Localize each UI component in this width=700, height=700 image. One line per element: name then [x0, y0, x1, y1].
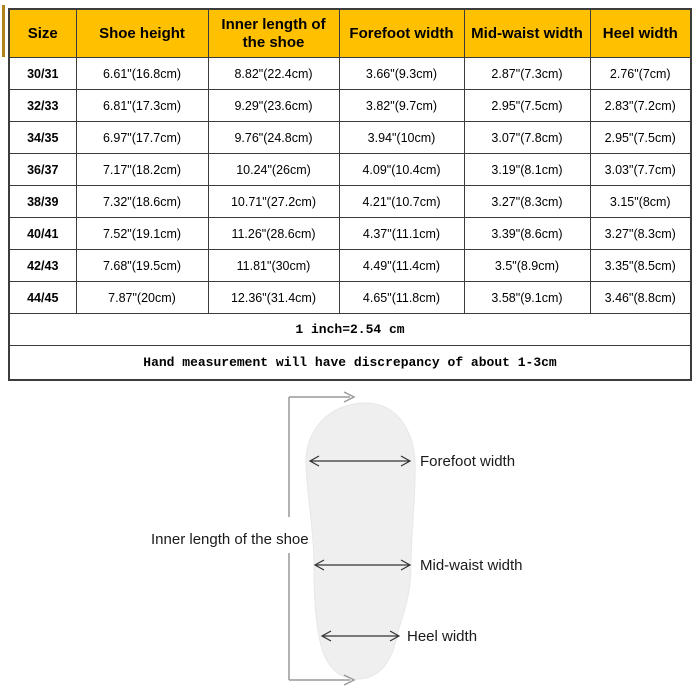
midwaist-width-arrow — [313, 559, 412, 571]
table-cell: 2.76"(7cm) — [589, 57, 692, 90]
table-cell: 7.87"(20cm) — [75, 281, 209, 314]
size-cell: 40/41 — [8, 217, 77, 250]
column-header-forefoot-width: Forefoot width — [338, 8, 465, 58]
size-cell: 36/37 — [8, 153, 77, 186]
table-cell: 7.17"(18.2cm) — [75, 153, 209, 186]
table-cell: 9.76"(24.8cm) — [207, 121, 340, 154]
table-row: 36/37 7.17"(18.2cm) 10.24"(26cm) 4.09"(1… — [8, 153, 692, 186]
table-row: 34/35 6.97"(17.7cm) 9.76"(24.8cm) 3.94"(… — [8, 121, 692, 154]
table-cell: 3.94"(10cm) — [338, 121, 465, 154]
column-header-shoe-height: Shoe height — [75, 8, 209, 58]
table-cell: 4.21"(10.7cm) — [338, 185, 465, 218]
insole-shape — [305, 402, 416, 680]
column-header-midwaist-width: Mid-waist width — [463, 8, 591, 58]
table-cell: 2.83"(7.2cm) — [589, 89, 692, 122]
table-row: 32/33 6.81"(17.3cm) 9.29"(23.6cm) 3.82"(… — [8, 89, 692, 122]
table-cell: 12.36"(31.4cm) — [207, 281, 340, 314]
note-measurement-discrepancy: Hand measurement will have discrepancy o… — [8, 345, 692, 381]
midwaist-width-label: Mid-waist width — [420, 557, 523, 574]
table-cell: 3.39"(8.6cm) — [463, 217, 591, 250]
table-cell: 4.09"(10.4cm) — [338, 153, 465, 186]
arrow-right-icon — [343, 391, 356, 403]
arrow-right-icon — [389, 630, 401, 642]
table-cell: 10.71"(27.2cm) — [207, 185, 340, 218]
size-cell: 32/33 — [8, 89, 77, 122]
table-cell: 3.66"(9.3cm) — [338, 57, 465, 90]
table-cell: 3.19"(8.1cm) — [463, 153, 591, 186]
heel-width-label: Heel width — [407, 628, 477, 645]
arrow-left-icon — [313, 559, 325, 571]
size-cell: 38/39 — [8, 185, 77, 218]
arrow-left-icon — [308, 455, 320, 467]
inner-length-bracket — [288, 391, 356, 686]
forefoot-width-label: Forefoot width — [420, 453, 515, 470]
table-cell: 8.82"(22.4cm) — [207, 57, 340, 90]
column-header-inner-length: Inner length of the shoe — [207, 8, 340, 58]
table-cell: 7.52"(19.1cm) — [75, 217, 209, 250]
column-header-heel-width: Heel width — [589, 8, 692, 58]
table-cell: 11.26"(28.6cm) — [207, 217, 340, 250]
table-row: 38/39 7.32"(18.6cm) 10.71"(27.2cm) 4.21"… — [8, 185, 692, 218]
table-cell: 3.03"(7.7cm) — [589, 153, 692, 186]
table-cell: 3.5"(8.9cm) — [463, 249, 591, 282]
table-cell: 7.68"(19.5cm) — [75, 249, 209, 282]
table-cell: 6.81"(17.3cm) — [75, 89, 209, 122]
table-cell: 4.37"(11.1cm) — [338, 217, 465, 250]
arrow-left-icon — [320, 630, 332, 642]
table-cell: 10.24"(26cm) — [207, 153, 340, 186]
size-cell: 30/31 — [8, 57, 77, 90]
header-row: Size Shoe height Inner length of the sho… — [8, 8, 692, 58]
table-row: 40/41 7.52"(19.1cm) 11.26"(28.6cm) 4.37"… — [8, 217, 692, 250]
table-cell: 9.29"(23.6cm) — [207, 89, 340, 122]
heel-width-arrow — [320, 630, 401, 642]
forefoot-width-arrow — [308, 455, 412, 467]
note-inch-conversion: 1 inch=2.54 cm — [8, 313, 692, 346]
table-cell: 3.27"(8.3cm) — [589, 217, 692, 250]
shoe-size-table: Size Shoe height Inner length of the sho… — [8, 8, 692, 381]
arrow-right-icon — [343, 674, 356, 686]
arrow-right-icon — [400, 559, 412, 571]
inner-length-label: Inner length of the shoe — [151, 531, 309, 548]
note-row-discrepancy: Hand measurement will have discrepancy o… — [8, 345, 692, 381]
table-cell: 2.87"(7.3cm) — [463, 57, 591, 90]
table-cell: 2.95"(7.5cm) — [463, 89, 591, 122]
arrow-right-icon — [400, 455, 412, 467]
note-row-inch-conversion: 1 inch=2.54 cm — [8, 313, 692, 346]
table-cell: 7.32"(18.6cm) — [75, 185, 209, 218]
table-cell: 3.46"(8.8cm) — [589, 281, 692, 314]
table-cell: 3.58"(9.1cm) — [463, 281, 591, 314]
table-cell: 4.65"(11.8cm) — [338, 281, 465, 314]
table-row: 42/43 7.68"(19.5cm) 11.81"(30cm) 4.49"(1… — [8, 249, 692, 282]
table-row: 44/45 7.87"(20cm) 12.36"(31.4cm) 4.65"(1… — [8, 281, 692, 314]
left-edge-artifact — [2, 5, 5, 57]
table-cell: 2.95"(7.5cm) — [589, 121, 692, 154]
table-row: 30/31 6.61"(16.8cm) 8.82"(22.4cm) 3.66"(… — [8, 57, 692, 90]
size-cell: 42/43 — [8, 249, 77, 282]
table-cell: 3.35"(8.5cm) — [589, 249, 692, 282]
